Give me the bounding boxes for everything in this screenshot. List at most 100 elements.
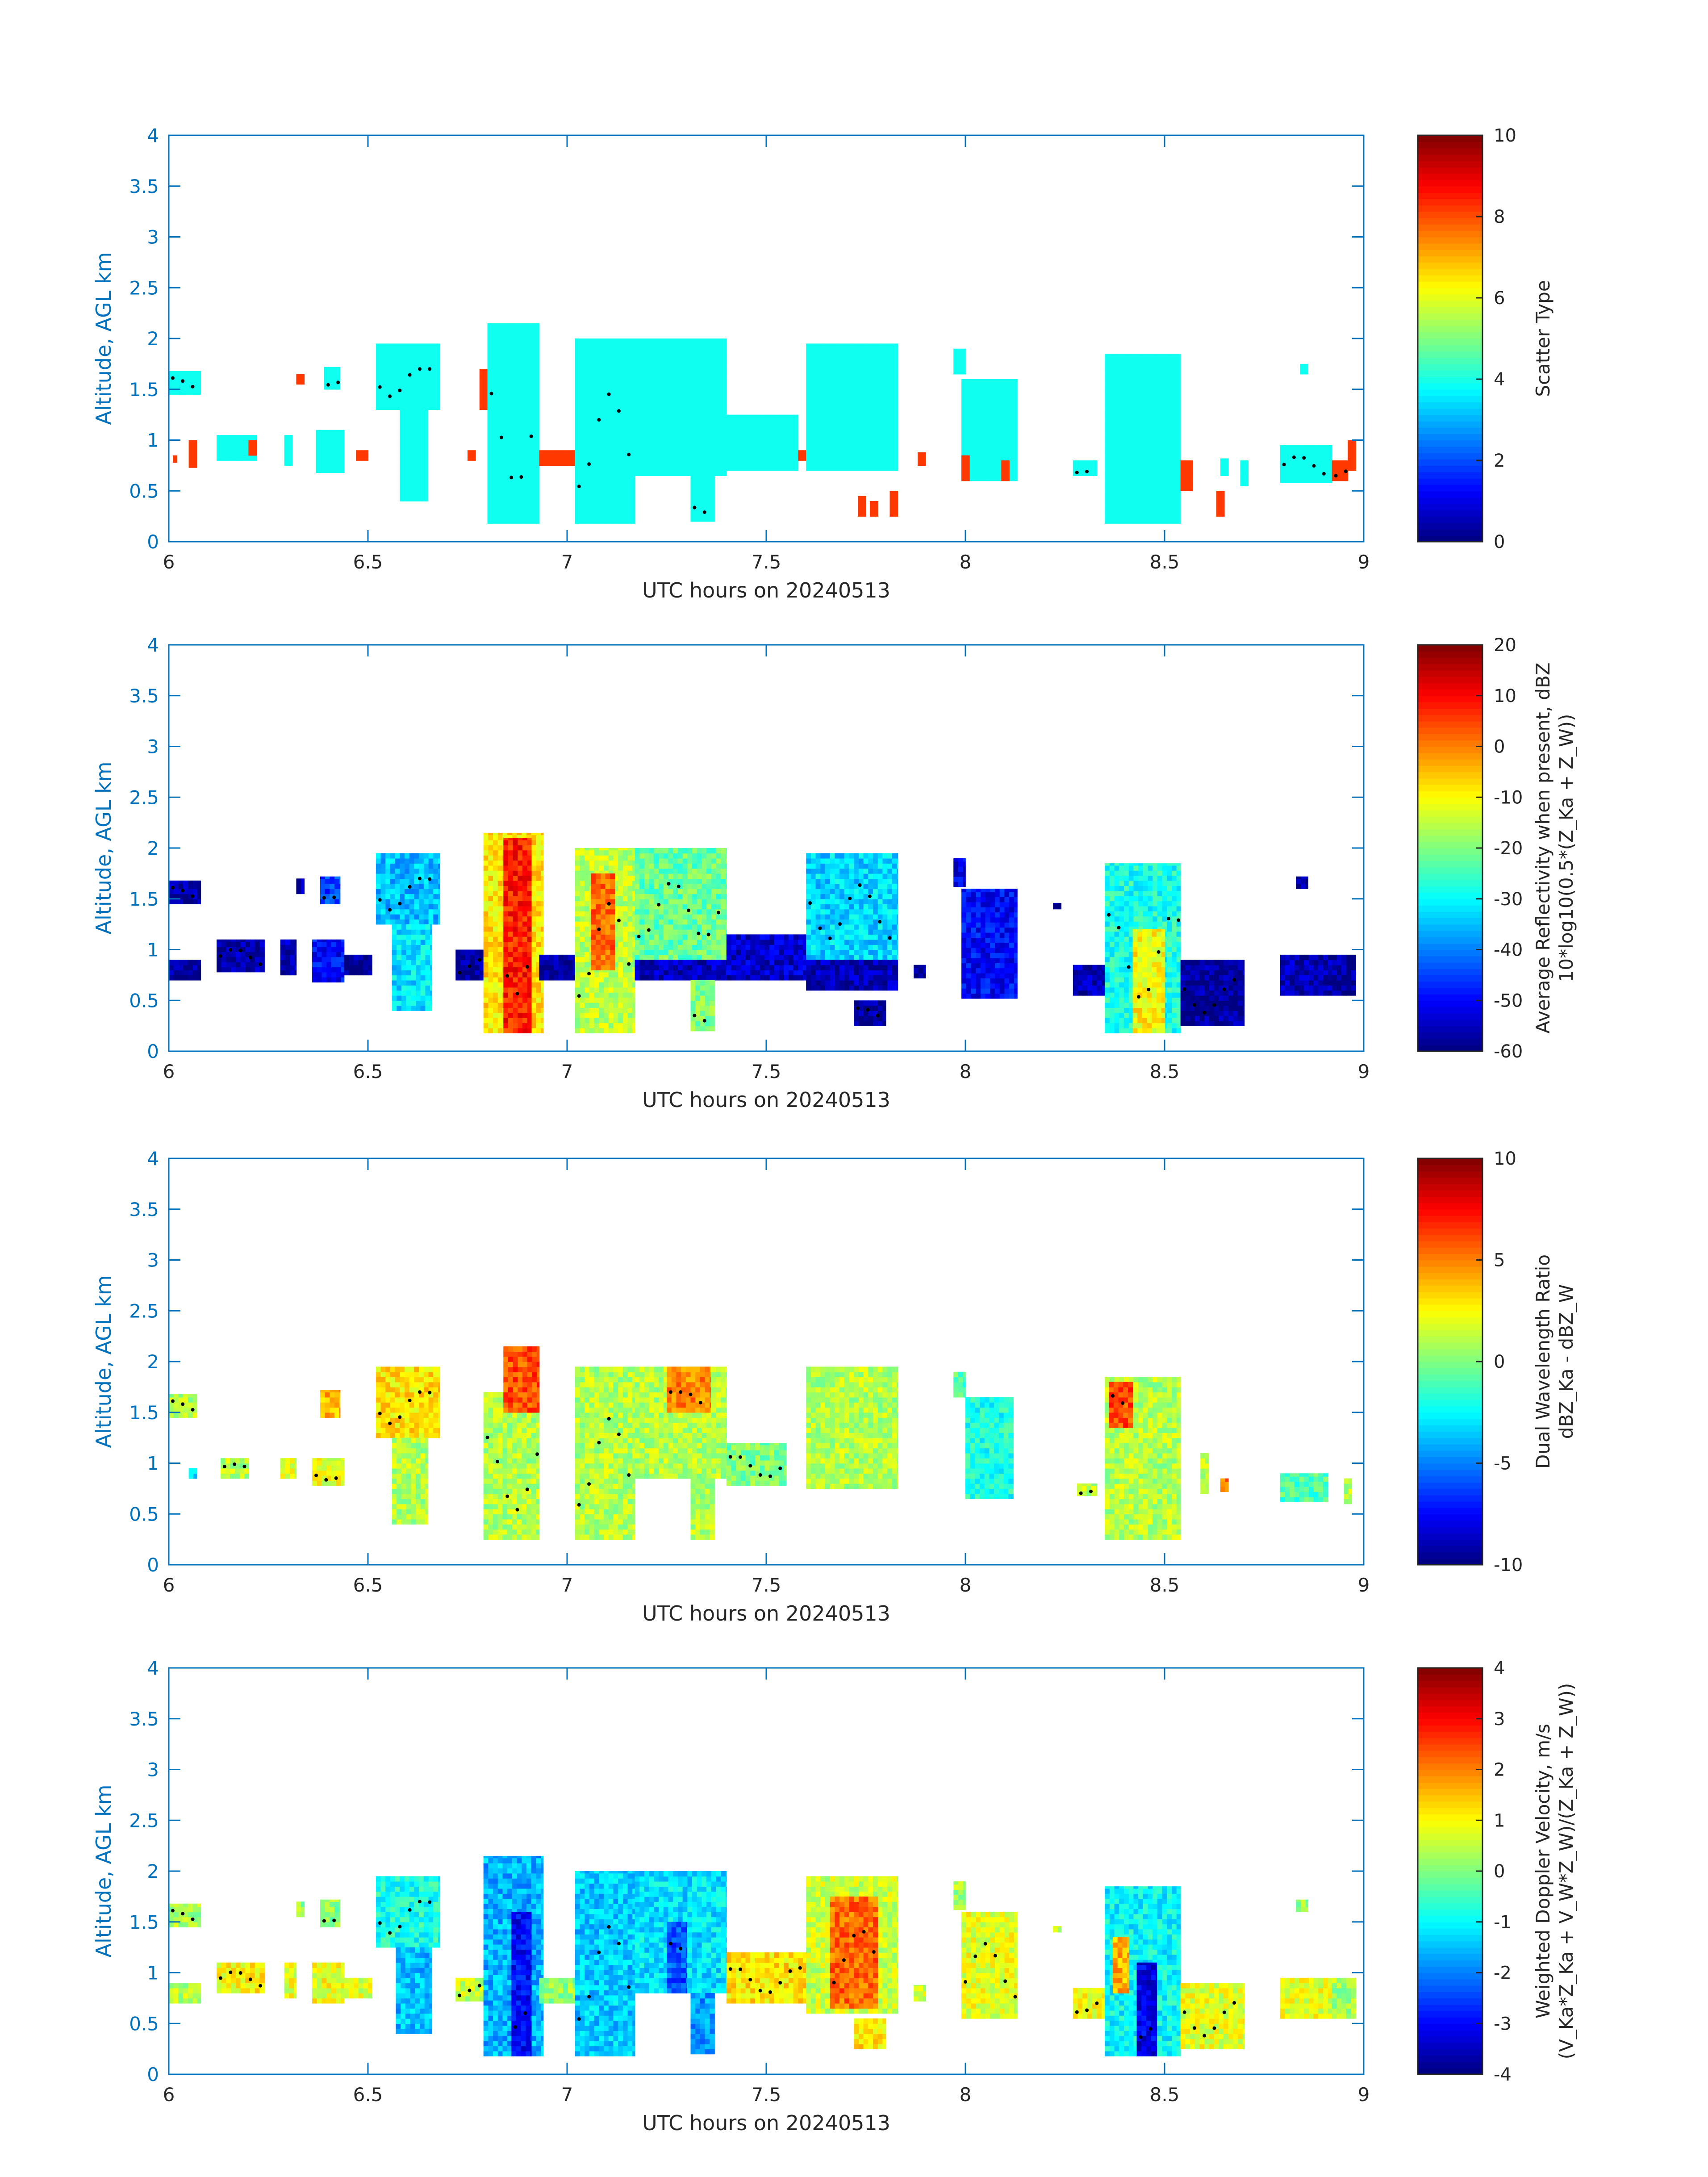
- heatmap-cell: [188, 457, 194, 463]
- heatmap-cell: [1148, 354, 1153, 356]
- heatmap-cell: [380, 374, 386, 380]
- heatmap-cell: [392, 960, 397, 965]
- heatmap-cell: [608, 432, 614, 438]
- heatmap-cell: [575, 351, 580, 356]
- heatmap-cell: [810, 435, 816, 441]
- heatmap-cell: [793, 465, 799, 471]
- heatmap-cell: [517, 832, 522, 836]
- heatmap-cell: [659, 414, 664, 420]
- heatmap-cell: [825, 348, 831, 354]
- heatmap-cell: [764, 455, 770, 461]
- heatmap-cell: [887, 420, 893, 426]
- heatmap-cell: [1143, 488, 1148, 493]
- heatmap-cell: [1157, 411, 1163, 417]
- heatmap-cell: [644, 409, 650, 415]
- heatmap-cell: [627, 493, 633, 498]
- heatmap-cell: [493, 870, 498, 876]
- heatmap-cell: [589, 417, 595, 422]
- heatmap-cell: [815, 420, 821, 426]
- heatmap-cell: [702, 338, 707, 344]
- heatmap-cell: [769, 455, 775, 461]
- heatmap-cell: [312, 977, 317, 983]
- heatmap-cell: [649, 445, 655, 451]
- heatmap-cell: [594, 355, 600, 361]
- heatmap-cell: [1172, 406, 1177, 412]
- heatmap-cell: [613, 498, 618, 504]
- heatmap-cell: [654, 470, 659, 476]
- heatmap-cell: [1014, 384, 1018, 390]
- heatmap-cell: [726, 364, 727, 370]
- heatmap-cell: [390, 878, 396, 884]
- heatmap-cell: [835, 369, 840, 375]
- colorbar-swatch: [1418, 452, 1482, 460]
- heatmap-cell: [487, 386, 493, 392]
- heatmap-cell: [501, 432, 507, 438]
- heatmap-cell: [521, 396, 526, 402]
- heatmap-cell: [1128, 366, 1134, 372]
- heatmap-cell: [897, 430, 898, 435]
- heatmap-cell: [330, 883, 335, 889]
- heatmap-cell: [406, 929, 412, 935]
- heatmap-cell: [501, 437, 507, 443]
- heatmap-cell: [580, 340, 585, 346]
- heatmap-cell: [392, 944, 397, 950]
- heatmap-cell: [1105, 354, 1110, 356]
- heatmap-cell: [483, 886, 489, 891]
- heatmap-cell: [830, 430, 835, 435]
- heatmap-cell: [639, 455, 645, 461]
- heatmap-cell: [401, 970, 407, 976]
- heatmap-cell: [531, 952, 537, 957]
- heatmap-cell: [632, 462, 635, 468]
- heatmap-cell: [506, 483, 512, 489]
- heatmap-cell: [873, 460, 878, 466]
- heatmap-cell: [700, 501, 706, 507]
- heatmap-cell: [548, 455, 554, 461]
- heatmap-cell: [516, 508, 522, 514]
- heatmap-cell: [726, 399, 727, 405]
- heatmap-cell: [392, 929, 397, 935]
- heatmap-cell: [705, 516, 710, 522]
- heatmap-cell: [488, 870, 493, 876]
- heatmap-cell: [506, 457, 512, 463]
- heatmap-cell: [414, 868, 419, 874]
- heatmap-cell: [380, 878, 386, 884]
- heatmap-cell: [405, 465, 410, 471]
- heatmap-cell: [649, 343, 655, 349]
- heatmap-cell: [639, 374, 645, 380]
- heatmap-cell: [235, 952, 241, 957]
- heatmap-cell: [849, 399, 855, 405]
- heatmap-cell: [599, 442, 604, 448]
- heatmap-cell: [497, 870, 503, 876]
- heatmap-cell: [644, 374, 650, 380]
- heatmap-cell: [401, 924, 407, 930]
- heatmap-cell: [539, 460, 545, 466]
- heatmap-cell: [677, 450, 683, 456]
- heatmap-cell: [169, 883, 174, 889]
- heatmap-cell: [497, 946, 503, 952]
- heatmap-cell: [1109, 417, 1115, 422]
- heatmap-cell: [326, 961, 332, 967]
- heatmap-cell: [521, 437, 526, 443]
- heatmap-cell: [1172, 483, 1177, 489]
- heatmap-cell: [183, 384, 188, 390]
- heatmap-cell: [316, 432, 322, 438]
- heatmap-cell: [425, 980, 430, 986]
- heatmap-cell: [497, 987, 503, 993]
- heatmap-cell: [1133, 437, 1139, 443]
- heatmap-cell: [326, 941, 332, 947]
- heatmap-cell: [892, 445, 898, 451]
- heatmap-cell: [764, 445, 770, 451]
- heatmap-cell: [526, 411, 531, 417]
- heatmap-cell: [428, 369, 434, 375]
- heatmap-cell: [1290, 472, 1295, 478]
- heatmap-cell: [1167, 462, 1172, 468]
- heatmap-cell: [169, 880, 174, 884]
- heatmap-cell: [423, 878, 429, 884]
- heatmap-cell: [535, 417, 540, 422]
- heatmap-cell: [231, 941, 236, 947]
- heatmap-cell: [835, 455, 840, 461]
- heatmap-cell: [1190, 476, 1193, 481]
- heatmap-cell: [316, 467, 322, 473]
- heatmap-cell: [531, 936, 537, 942]
- heatmap-cell: [702, 364, 707, 370]
